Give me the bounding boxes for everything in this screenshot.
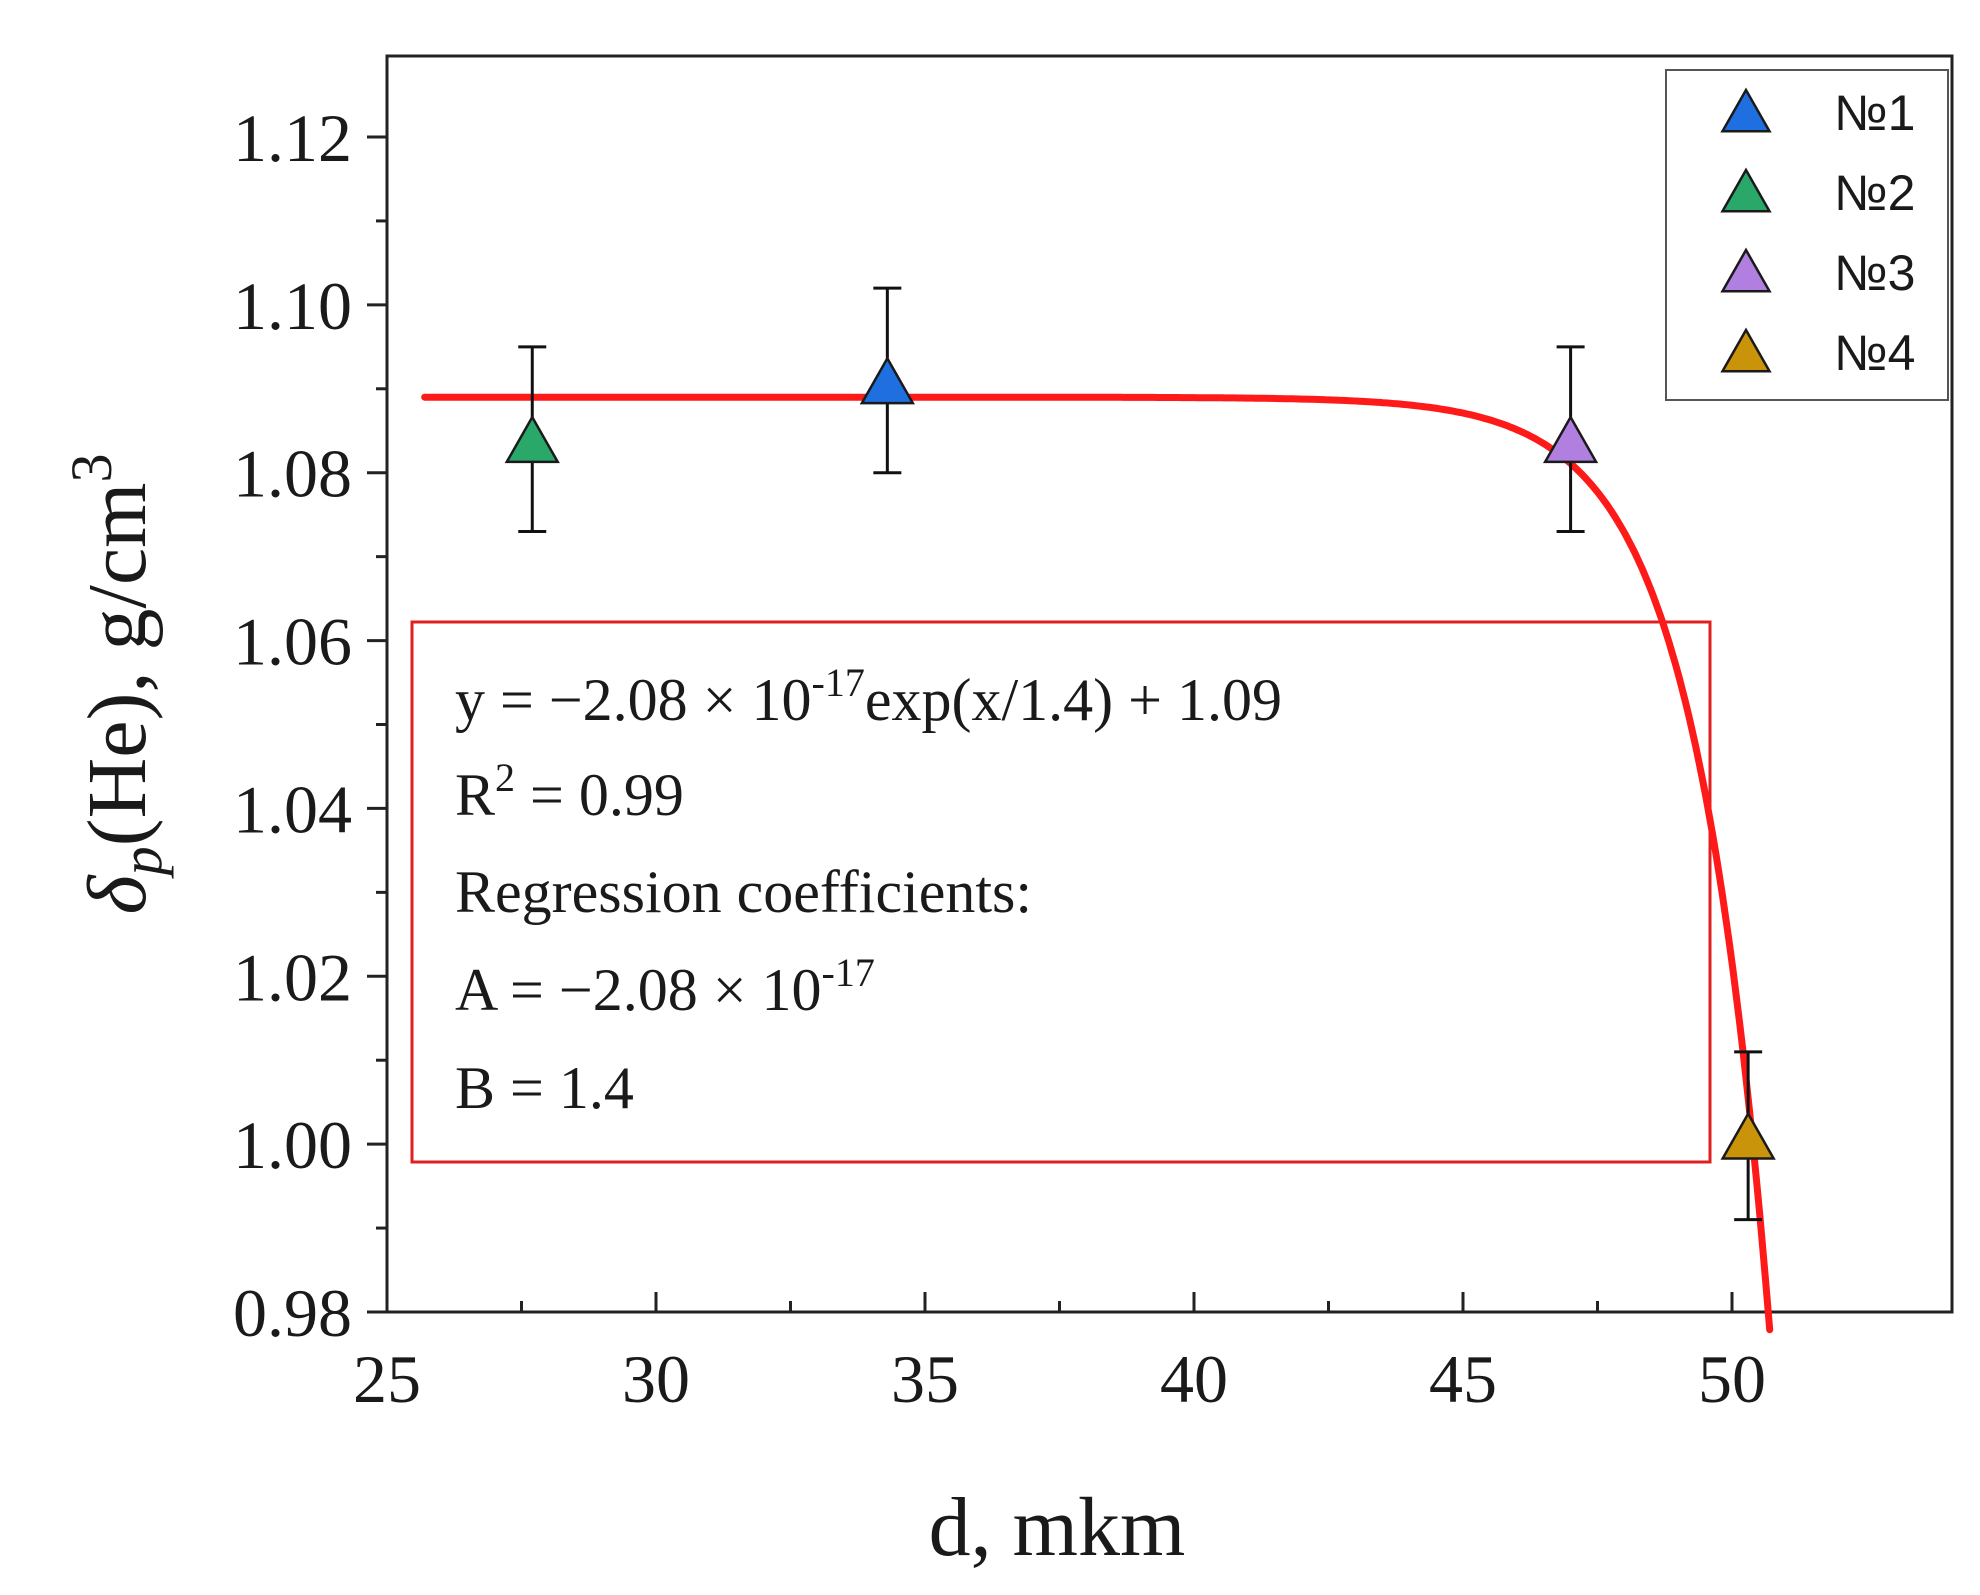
y-tick-label: 1.08 [233, 436, 352, 512]
y-tick-label: 1.02 [233, 939, 352, 1015]
x-tick-label: 40 [1160, 1341, 1228, 1417]
regression-annotation: y = −2.08 × 10-17exp(x/1.4) + 1.09 R2 = … [410, 620, 1712, 1164]
legend-marker-icon [1720, 167, 1772, 213]
x-tick-label: 45 [1429, 1341, 1497, 1417]
legend-item: №1 [1720, 85, 1915, 141]
x-tick-label: 30 [622, 1341, 690, 1417]
fit-curve [421, 393, 1774, 1334]
triangle-marker [504, 414, 560, 464]
x-axis: 25 30 35 40 45 50 [353, 1292, 1766, 1417]
legend-box [1665, 69, 1949, 401]
y-tick-label: 1.12 [233, 100, 352, 176]
y-axis-title: δp(He), g/cm3 [59, 454, 174, 915]
legend-marker-icon [1720, 247, 1772, 293]
triangle-marker [859, 355, 915, 405]
y-tick-label: 1.04 [233, 771, 352, 847]
legend-item: №4 [1720, 325, 1915, 381]
x-axis-title: d, mkm [929, 1481, 1186, 1574]
data-point [1720, 1050, 1776, 1222]
legend-label: №3 [1834, 245, 1915, 301]
triangle-marker [1720, 1111, 1776, 1160]
legend-marker-icon [1720, 87, 1772, 133]
data-point [1542, 345, 1599, 533]
legend-item: №2 [1720, 165, 1915, 221]
legend-marker-icon [1720, 327, 1772, 373]
y-tick-label: 1.00 [233, 1107, 352, 1183]
data-points [504, 286, 1776, 1222]
y-axis: 0.98 1.00 1.02 1.04 1.06 1.08 1.10 1.12 [233, 100, 387, 1351]
x-tick-label: 25 [353, 1341, 421, 1417]
legend-label: №1 [1834, 85, 1915, 141]
equation-text: y = −2.08 × 10-17exp(x/1.4) + 1.09 [455, 660, 1282, 733]
legend: №1 №2 №3 №4 [1665, 69, 1949, 401]
legend-label: №4 [1834, 325, 1915, 381]
x-tick-label: 35 [891, 1341, 959, 1417]
annotation-box [410, 620, 1712, 1164]
x-tick-label: 50 [1698, 1341, 1766, 1417]
y-tick-label: 0.98 [233, 1275, 352, 1351]
data-point [504, 345, 560, 533]
y-tick-label: 1.10 [233, 268, 352, 344]
plot-frame [385, 54, 1954, 1314]
data-point [859, 286, 915, 475]
r-squared-text: R2 = 0.99 [455, 755, 684, 828]
coefficient-b-text: B = 1.4 [455, 1055, 634, 1121]
triangle-marker [1542, 414, 1599, 464]
coefficients-title: Regression coefficients: [455, 859, 1032, 925]
y-tick-label: 1.06 [233, 604, 352, 680]
legend-item: №3 [1720, 245, 1915, 301]
coefficient-a-text: A = −2.08 × 10-17 [455, 950, 875, 1023]
legend-label: №2 [1834, 165, 1915, 221]
